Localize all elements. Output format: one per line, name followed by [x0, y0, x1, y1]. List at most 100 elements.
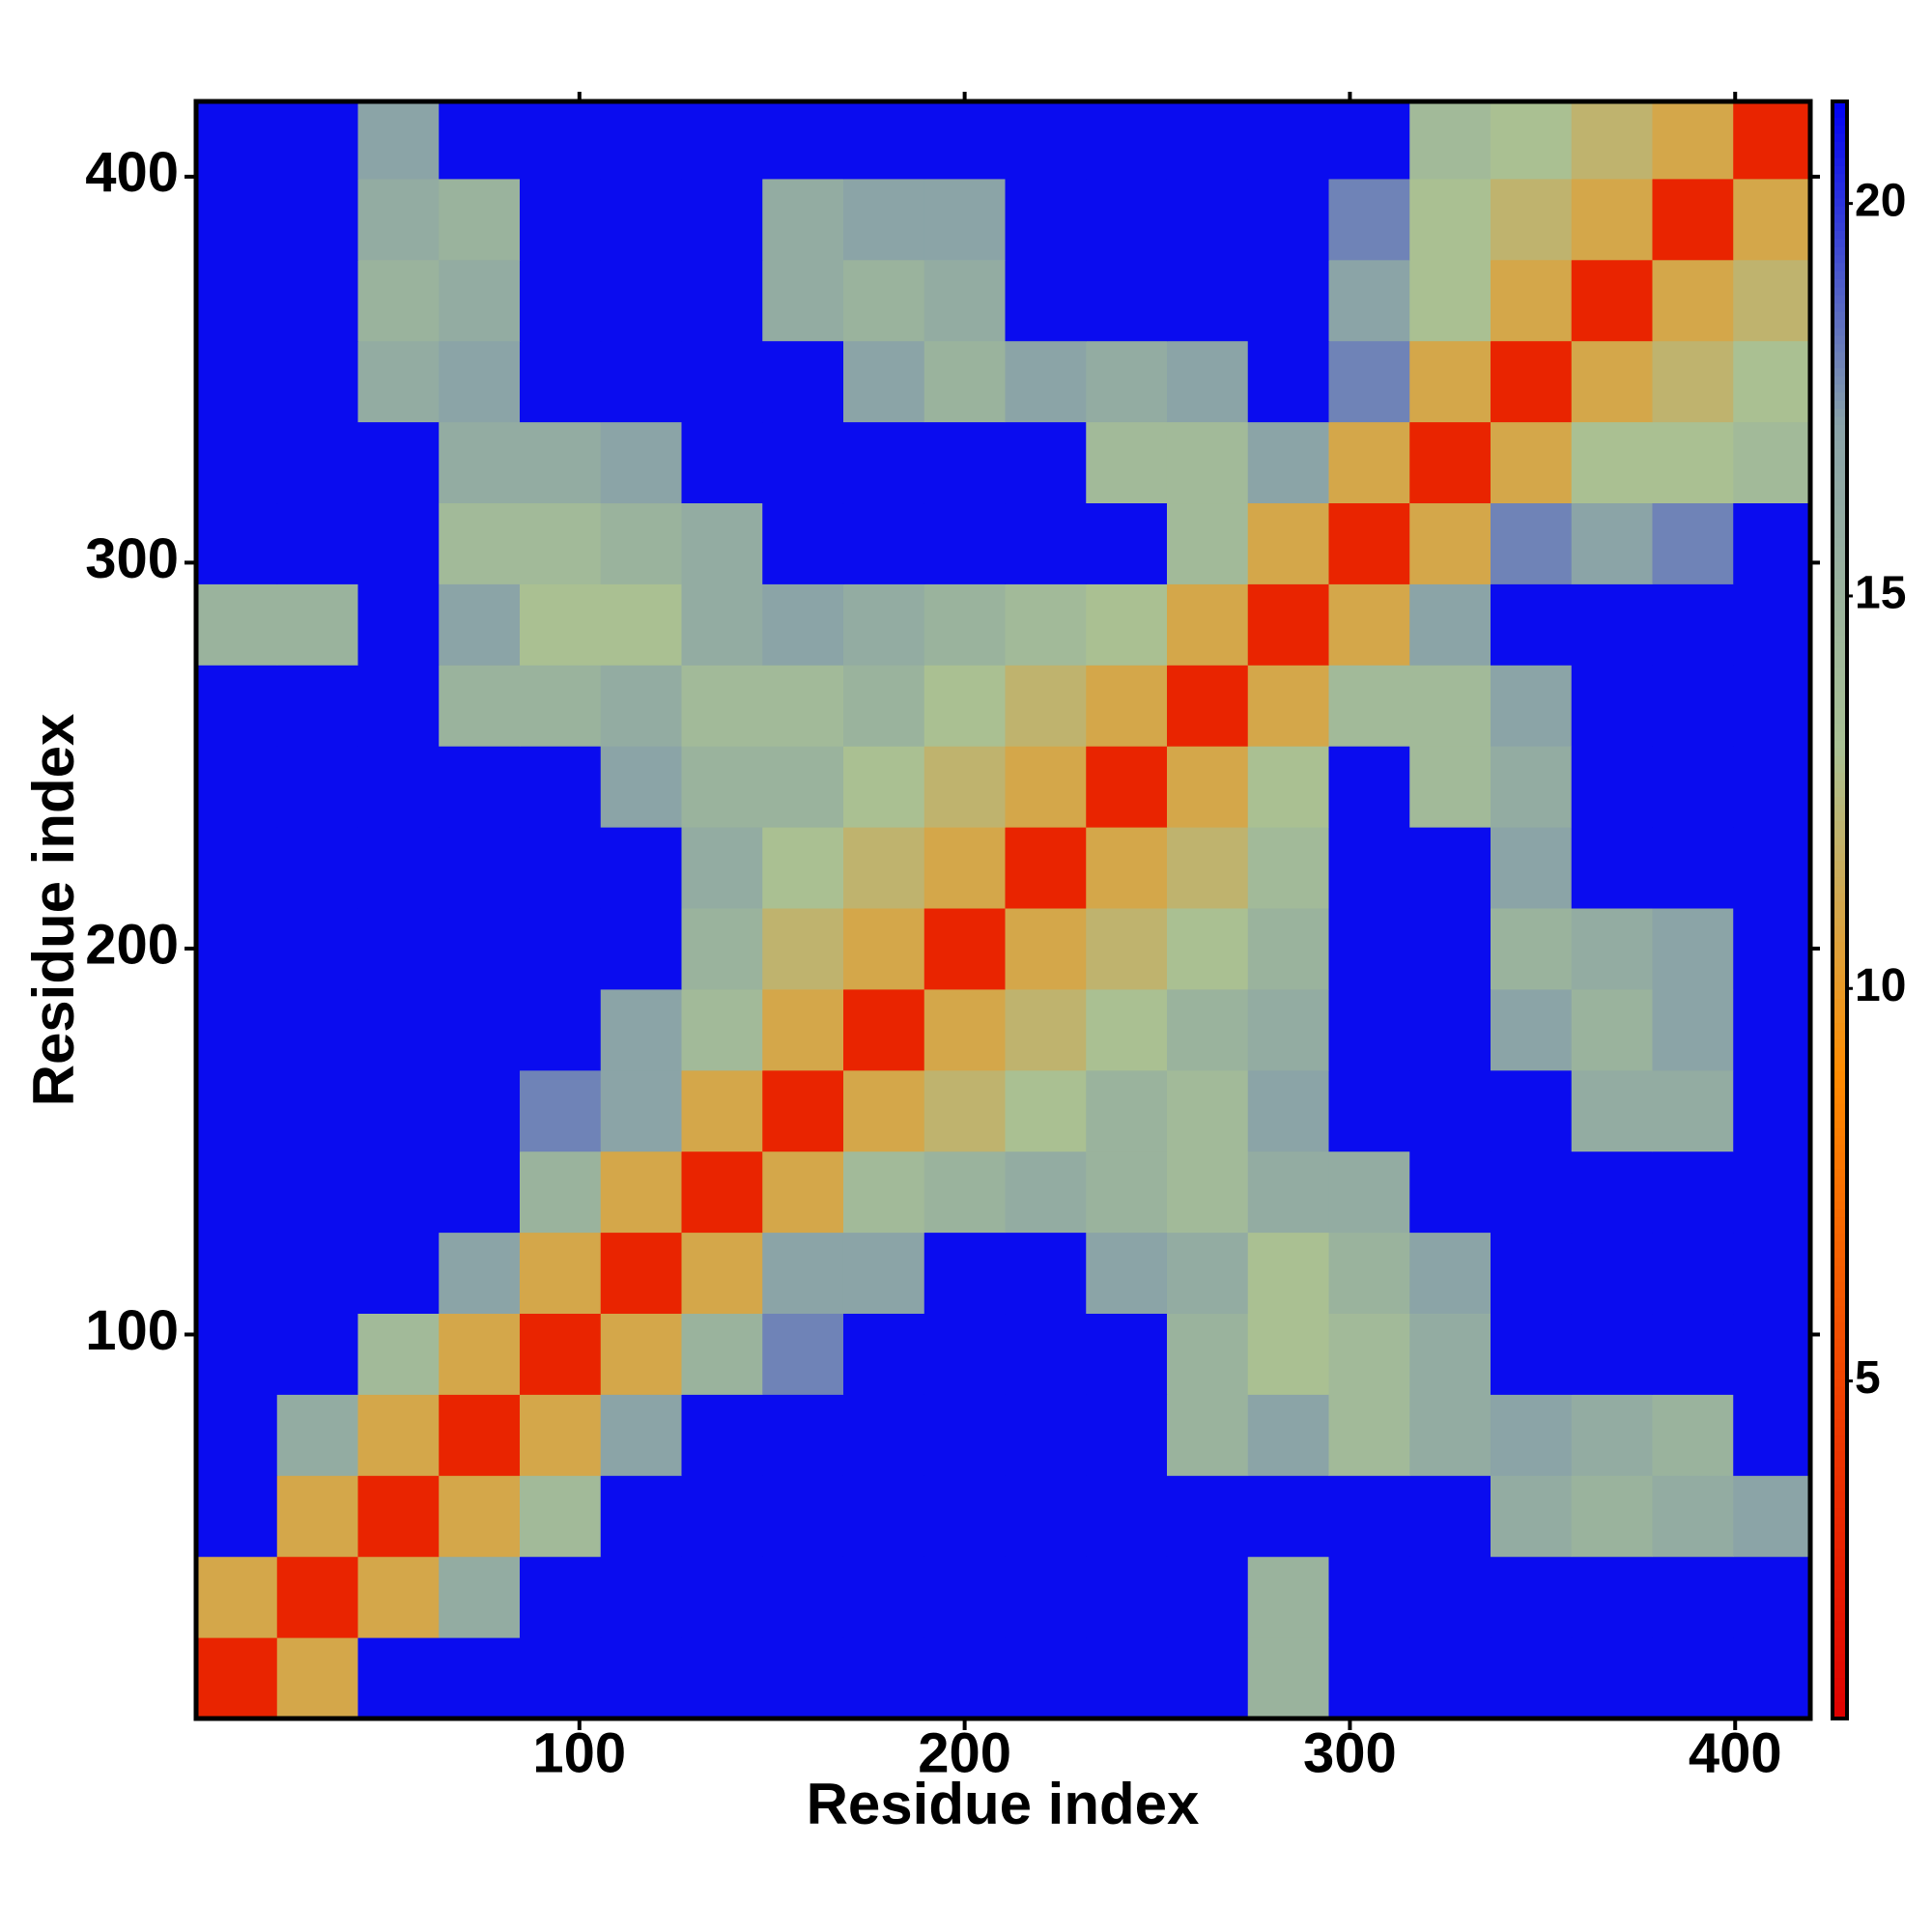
colorbar-swatch: [1833, 740, 1847, 750]
heatmap-cell: [762, 988, 844, 1071]
heatmap-cell: [600, 421, 682, 504]
colorbar-swatch: [1833, 1524, 1847, 1534]
heatmap-cell: [519, 583, 602, 666]
heatmap-cell: [1409, 1556, 1492, 1638]
colorbar-swatch: [1833, 214, 1847, 224]
colorbar-swatch: [1833, 659, 1847, 668]
heatmap-cell: [1166, 1637, 1249, 1719]
colorbar-swatch: [1833, 950, 1847, 959]
colorbar-swatch: [1833, 1047, 1847, 1057]
heatmap-cell: [1086, 988, 1168, 1071]
heatmap-cell: [762, 1069, 844, 1152]
heatmap-cell: [439, 746, 521, 828]
heatmap-cells: [196, 101, 1810, 1719]
heatmap-cell: [1652, 259, 1734, 342]
heatmap-cell: [1247, 988, 1329, 1071]
heatmap-cell: [1733, 827, 1810, 909]
heatmap-cell: [1571, 1394, 1653, 1476]
colorbar-tick-label: 5: [1855, 1352, 1881, 1404]
heatmap-cell: [1247, 746, 1329, 828]
colorbar-swatch: [1833, 901, 1847, 911]
heatmap-cell: [1409, 1637, 1492, 1719]
colorbar-tick-label: 10: [1855, 960, 1906, 1011]
colorbar-swatch: [1833, 1112, 1847, 1122]
colorbar-swatch: [1833, 239, 1847, 248]
colorbar-swatch: [1833, 368, 1847, 378]
heatmap-cell: [923, 1556, 1006, 1638]
heatmap-cell: [1490, 746, 1573, 828]
heatmap-cell: [1086, 1232, 1168, 1315]
colorbar-swatch: [1833, 1362, 1847, 1372]
heatmap-cell: [1328, 665, 1410, 747]
heatmap-cell: [1733, 1556, 1810, 1638]
heatmap-cell: [1005, 1069, 1087, 1152]
heatmap-cell: [1571, 583, 1653, 666]
x-tick-label: 400: [1689, 1721, 1782, 1784]
heatmap-cell: [842, 908, 925, 990]
colorbar-swatch: [1833, 707, 1847, 717]
colorbar-swatch: [1833, 1492, 1847, 1501]
heatmap-cell: [1086, 340, 1168, 423]
colorbar-swatch: [1833, 618, 1847, 628]
heatmap-cell: [276, 421, 358, 504]
heatmap-cell: [1328, 340, 1410, 423]
heatmap-cell: [923, 583, 1006, 666]
heatmap-cell: [357, 259, 440, 342]
heatmap-cell: [1166, 259, 1249, 342]
colorbar-swatch: [1833, 150, 1847, 159]
heatmap-cell: [762, 1637, 844, 1719]
heatmap-cell: [1328, 1394, 1410, 1476]
heatmap-cell: [439, 1151, 521, 1234]
colorbar-swatch: [1833, 1605, 1847, 1614]
colorbar-swatch: [1833, 683, 1847, 693]
colorbar-swatch: [1833, 101, 1847, 110]
colorbar-swatch: [1833, 230, 1847, 240]
colorbar-swatch: [1833, 126, 1847, 135]
heatmap-cell: [196, 178, 278, 261]
heatmap-cell: [1652, 746, 1734, 828]
heatmap-cell: [357, 1151, 440, 1234]
colorbar-swatch: [1833, 1710, 1847, 1719]
heatmap-cell: [1005, 746, 1087, 828]
heatmap-cell: [1005, 908, 1087, 990]
colorbar-swatch: [1833, 910, 1847, 919]
heatmap-cell: [196, 340, 278, 423]
heatmap-cell: [1652, 583, 1734, 666]
heatmap-cell: [681, 1394, 763, 1476]
colorbar-swatch: [1833, 805, 1847, 814]
colorbar-swatch: [1833, 958, 1847, 968]
colorbar-swatch: [1833, 925, 1847, 935]
heatmap-cell: [1571, 827, 1653, 909]
heatmap-cell: [1166, 827, 1249, 909]
colorbar-swatch: [1833, 1589, 1847, 1599]
colorbar-swatch: [1833, 465, 1847, 474]
heatmap-cell: [1086, 1556, 1168, 1638]
heatmap-cell: [439, 178, 521, 261]
heatmap-cell: [519, 1232, 602, 1315]
heatmap-cell: [1490, 908, 1573, 990]
heatmap-cell: [357, 1637, 440, 1719]
heatmap-cell: [519, 1475, 602, 1557]
heatmap-cell: [519, 101, 602, 180]
heatmap-cell: [762, 583, 844, 666]
colorbar-swatch: [1833, 1282, 1847, 1291]
heatmap-cell: [1166, 421, 1249, 504]
heatmap-cell: [1409, 101, 1492, 180]
heatmap-cell: [1409, 178, 1492, 261]
heatmap-cell: [357, 908, 440, 990]
heatmap-cell: [1571, 1313, 1653, 1395]
heatmap-cell: [1409, 908, 1492, 990]
heatmap-cell: [1166, 665, 1249, 747]
heatmap-cell: [1733, 1475, 1810, 1557]
heatmap-cell: [1571, 1151, 1653, 1234]
heatmap-cell: [439, 583, 521, 666]
heatmap-cell: [681, 259, 763, 342]
heatmap-cell: [1005, 1556, 1087, 1638]
heatmap-cell: [1733, 1637, 1810, 1719]
heatmap-cell: [842, 1475, 925, 1557]
heatmap-cell: [923, 908, 1006, 990]
colorbar-swatch: [1833, 1508, 1847, 1518]
colorbar-swatch: [1833, 667, 1847, 676]
colorbar-swatch: [1833, 1645, 1847, 1655]
